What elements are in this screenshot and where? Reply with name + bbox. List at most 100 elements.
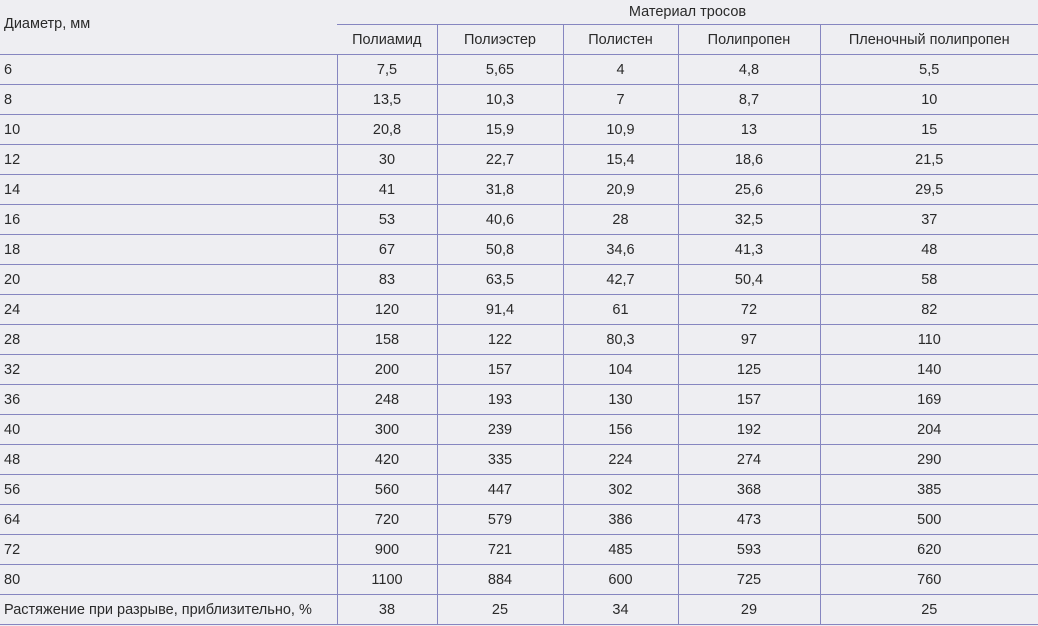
cell: 110	[820, 324, 1038, 355]
cell: 10,3	[437, 84, 564, 115]
cell: 157	[437, 354, 564, 385]
cell: 15,4	[563, 144, 679, 175]
column-header: Полиэстер	[437, 24, 564, 55]
data-row: 72 900 721 485 593 620	[0, 534, 1038, 565]
cell: 193	[437, 384, 564, 415]
cell: 29,5	[820, 174, 1038, 205]
data-row: 64 720 579 386 473 500	[0, 504, 1038, 535]
cell: 18,6	[678, 144, 821, 175]
cell: 158	[337, 324, 438, 355]
cell: 63,5	[437, 264, 564, 295]
row-label: 28	[0, 324, 338, 355]
row-label: 8	[0, 84, 338, 115]
data-row: 28 158 122 80,3 97 110	[0, 324, 1038, 355]
cell: 30	[337, 144, 438, 175]
cell: 274	[678, 444, 821, 475]
cell: 140	[820, 354, 1038, 385]
cell: 385	[820, 474, 1038, 505]
cell: 720	[337, 504, 438, 535]
cell: 725	[678, 564, 821, 595]
data-row: 8 13,5 10,3 7 8,7 10	[0, 84, 1038, 115]
cell: 204	[820, 414, 1038, 445]
cell: 485	[563, 534, 679, 565]
data-row: Растяжение при разрыве, приблизительно, …	[0, 594, 1038, 625]
cell: 122	[437, 324, 564, 355]
cell: 80,3	[563, 324, 679, 355]
column-header: Пленочный полипропен	[820, 24, 1038, 55]
row-label: 64	[0, 504, 338, 535]
group-header: Материал тросов	[337, 0, 1038, 25]
row-label: 40	[0, 414, 338, 445]
cell: 25	[437, 594, 564, 625]
row-label: 36	[0, 384, 338, 415]
header-row: Диаметр, мм Материал тросов	[0, 0, 1038, 55]
data-row: 32 200 157 104 125 140	[0, 354, 1038, 385]
cell: 61	[563, 294, 679, 325]
cell: 50,8	[437, 234, 564, 265]
row-label: 12	[0, 144, 338, 175]
cell: 58	[820, 264, 1038, 295]
cell: 91,4	[437, 294, 564, 325]
data-row: 12 30 22,7 15,4 18,6 21,5	[0, 144, 1038, 175]
cell: 239	[437, 414, 564, 445]
cell: 15	[820, 114, 1038, 145]
cell: 157	[678, 384, 821, 415]
row-label: 24	[0, 294, 338, 325]
data-row: 10 20,8 15,9 10,9 13 15	[0, 114, 1038, 145]
row-label: 6	[0, 54, 338, 85]
cell: 7,5	[337, 54, 438, 85]
cell: 41,3	[678, 234, 821, 265]
data-row: 56 560 447 302 368 385	[0, 474, 1038, 505]
row-label: 14	[0, 174, 338, 205]
cell: 20,8	[337, 114, 438, 145]
data-row: 6 7,5 5,65 4 4,8 5,5	[0, 54, 1038, 85]
row-label: 48	[0, 444, 338, 475]
cell: 200	[337, 354, 438, 385]
cell: 29	[678, 594, 821, 625]
cell: 192	[678, 414, 821, 445]
cell: 15,9	[437, 114, 564, 145]
cell: 38	[337, 594, 438, 625]
cell: 10	[820, 84, 1038, 115]
cell: 20,9	[563, 174, 679, 205]
cell: 40,6	[437, 204, 564, 235]
row-label: 10	[0, 114, 338, 145]
cell: 34	[563, 594, 679, 625]
cell: 579	[437, 504, 564, 535]
cell: 25,6	[678, 174, 821, 205]
cell: 22,7	[437, 144, 564, 175]
cell: 125	[678, 354, 821, 385]
cell: 97	[678, 324, 821, 355]
cell: 37	[820, 204, 1038, 235]
diameter-header: Диаметр, мм	[0, 0, 337, 55]
data-row: 80 1100 884 600 725 760	[0, 564, 1038, 595]
cell: 600	[563, 564, 679, 595]
cell: 302	[563, 474, 679, 505]
cell: 8,7	[678, 84, 821, 115]
column-header: Полистен	[563, 24, 679, 55]
data-row: 40 300 239 156 192 204	[0, 414, 1038, 445]
data-row: 36 248 193 130 157 169	[0, 384, 1038, 415]
cell: 130	[563, 384, 679, 415]
cell: 13	[678, 114, 821, 145]
cell: 900	[337, 534, 438, 565]
row-label: Растяжение при разрыве, приблизительно, …	[0, 594, 338, 625]
row-label: 80	[0, 564, 338, 595]
cell: 248	[337, 384, 438, 415]
cell: 300	[337, 414, 438, 445]
cell: 500	[820, 504, 1038, 535]
cell: 335	[437, 444, 564, 475]
column-header: Полипропен	[678, 24, 821, 55]
cell: 25	[820, 594, 1038, 625]
cell: 67	[337, 234, 438, 265]
cell: 50,4	[678, 264, 821, 295]
cell: 224	[563, 444, 679, 475]
cell: 82	[820, 294, 1038, 325]
cell: 104	[563, 354, 679, 385]
cell: 5,65	[437, 54, 564, 85]
cell: 72	[678, 294, 821, 325]
cell: 13,5	[337, 84, 438, 115]
column-header: Полиамид	[337, 24, 438, 55]
